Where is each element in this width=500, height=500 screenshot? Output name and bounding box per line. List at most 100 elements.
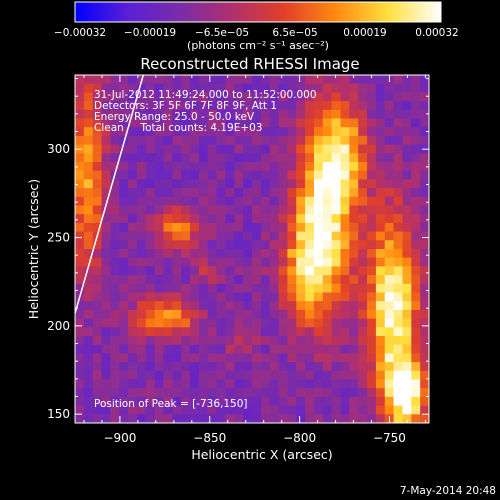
heatmap-cell [349,318,359,328]
heatmap-cell [269,266,280,276]
heatmap-cell [83,240,94,250]
heatmap-cell [278,109,288,120]
heatmap-cell [331,292,342,302]
heatmap-cell [367,179,377,189]
heatmap-cell [260,257,271,267]
heatmap-cell [375,379,386,389]
heatmap-cell [243,249,253,259]
heatmap-cell [243,222,253,233]
heatmap-cell [190,144,200,154]
heatmap-cell [172,205,182,215]
heatmap-cell [234,353,244,363]
heatmap-cell [207,179,218,189]
heatmap-cell [269,118,280,128]
heatmap-cell [225,344,235,354]
heatmap-cell [349,309,359,320]
heatmap-cell [119,179,129,189]
heatmap-cell [198,240,209,250]
heatmap-cell [269,75,280,85]
heatmap-cell [145,101,156,111]
heatmap-cell [216,353,227,363]
heatmap-cell [243,388,253,398]
heatmap-cell [243,127,253,137]
heatmap-cell [128,292,138,302]
heatmap-cell [331,318,342,328]
heatmap-cell [367,222,377,233]
heatmap-cell [163,196,173,207]
heatmap-cell [83,327,94,337]
heatmap-cell [163,153,173,163]
heatmap-cell [411,240,421,250]
heatmap-cell [154,249,165,259]
heatmap-cell [375,275,386,285]
heatmap-cell [260,153,271,163]
heatmap-cell [349,101,359,111]
heatmap-cell [340,283,350,294]
heatmap-cell [128,388,138,398]
heatmap-cell [252,214,262,224]
heatmap-cell [163,109,173,120]
heatmap-cell [83,266,94,276]
heatmap-cell [83,205,94,215]
heatmap-cell [278,205,288,215]
heatmap-cell [83,135,94,146]
heatmap-cell [402,405,412,415]
heatmap-cell [393,127,404,137]
heatmap-cell [287,275,297,285]
heatmap-cell [340,127,350,137]
heatmap-cell [393,118,404,128]
heatmap-cell [393,101,404,111]
heatmap-cell [225,196,235,207]
heatmap-cell [420,301,429,311]
heatmap-cell [420,222,429,233]
heatmap-cell [287,127,297,137]
heatmap-cell [252,309,262,320]
heatmap-cell [375,405,386,415]
heatmap-cell [375,301,386,311]
heatmap-cell [216,318,227,328]
heatmap-cell [269,309,280,320]
heatmap-cell [402,118,412,128]
heatmap-cell [225,370,235,381]
heatmap-cell [225,92,235,102]
heatmap-cell [313,222,324,233]
heatmap-cell [128,118,138,128]
heatmap-cell [411,301,421,311]
heatmap-cell [216,388,227,398]
heatmap-cell [83,309,94,320]
heatmap-cell [101,318,111,328]
heatmap-cell [198,301,209,311]
heatmap-cell [207,222,218,233]
heatmap-cell [101,101,111,111]
heatmap-cell [163,222,173,233]
heatmap-cell [101,240,111,250]
heatmap-cell [83,353,94,363]
heatmap-cell [225,301,235,311]
heatmap-cell [75,353,85,363]
heatmap-cell [119,301,129,311]
heatmap-cell [75,118,85,128]
heatmap-cell [110,162,120,172]
heatmap-cell [207,336,218,346]
heatmap-cell [154,327,165,337]
heatmap-cell [234,153,244,163]
heatmap-cell [83,370,94,381]
heatmap-cell [420,327,429,337]
heatmap-cell [145,75,156,85]
colorbar-tick-label: −0.00032 [54,27,106,39]
heatmap-cell [110,414,120,423]
heatmap-cell [420,414,429,423]
heatmap-cell [402,283,412,294]
y-tick-label: 200 [47,319,70,333]
heatmap-cell [384,249,395,259]
heatmap-cell [181,222,191,233]
heatmap-cell [163,388,173,398]
heatmap-cell [92,388,103,398]
heatmap-cell [92,301,103,311]
heatmap-cell [83,222,94,233]
heatmap-cell [313,135,324,146]
heatmap-cell [101,153,111,163]
heatmap-cell [92,362,103,372]
heatmap-cell [75,370,85,381]
heatmap-cell [260,118,271,128]
